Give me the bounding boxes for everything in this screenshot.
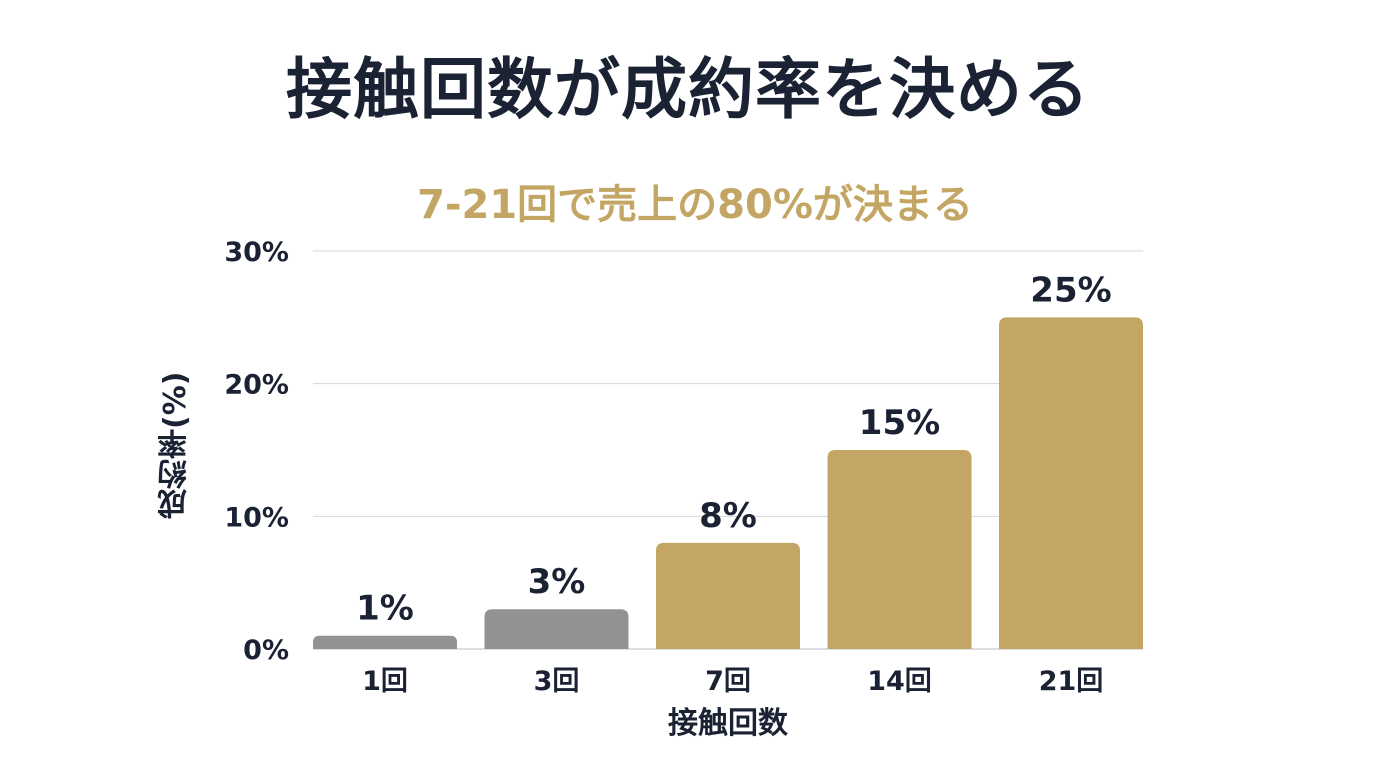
x-tick-label: 1回 <box>362 666 408 697</box>
bar-1 <box>313 635 457 649</box>
y-axis-label: 成約率(%) <box>158 371 193 519</box>
data-label: 3% <box>528 562 586 602</box>
bars <box>313 317 1143 649</box>
x-tick-label: 3回 <box>534 666 580 697</box>
y-tick-label: 30% <box>224 237 289 268</box>
chart-subtitle: 7-21回で売上の80%が決まる <box>417 182 973 228</box>
data-labels: 1% 3% 8% 15% 25% <box>356 270 1112 628</box>
y-tick-label: 10% <box>224 502 289 533</box>
bar-3 <box>656 542 800 649</box>
y-axis-ticks: 0% 10% 20% 30% <box>224 237 289 666</box>
data-label: 1% <box>356 589 414 629</box>
x-tick-label: 7回 <box>705 666 751 697</box>
x-tick-label: 21回 <box>1039 666 1104 697</box>
chart-title: 接触回数が成約率を決める <box>286 51 1090 128</box>
x-tick-label: 14回 <box>867 666 932 697</box>
data-label: 25% <box>1030 270 1111 310</box>
data-label: 8% <box>699 496 757 536</box>
y-tick-label: 20% <box>224 370 289 401</box>
bar-5 <box>999 317 1143 649</box>
data-label: 15% <box>859 403 940 443</box>
bar-4 <box>827 450 972 649</box>
x-axis-label: 接触回数 <box>668 706 788 741</box>
bar-2 <box>484 609 629 649</box>
y-tick-label: 0% <box>243 635 289 666</box>
x-axis-ticks: 1回 3回 7回 14回 21回 <box>362 666 1103 697</box>
